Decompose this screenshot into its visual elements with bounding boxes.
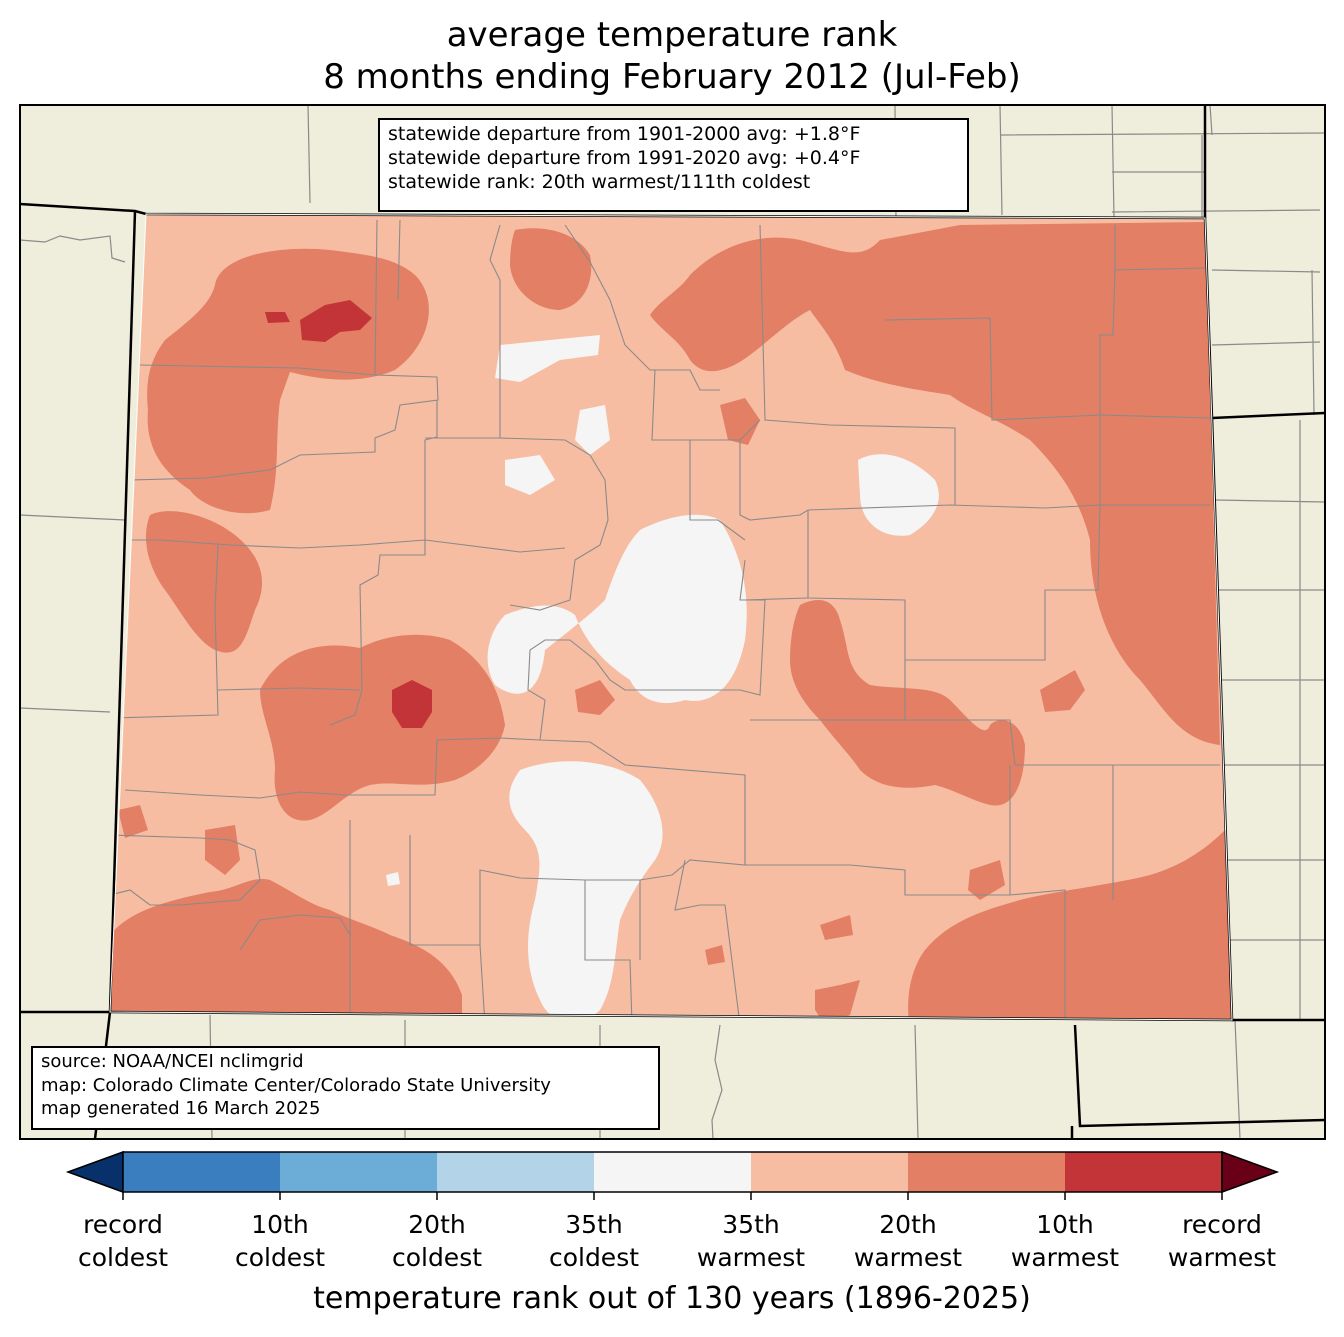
colorbar-label-record-coldest: record coldest: [77, 1210, 169, 1272]
source-line: source: NOAA/NCEI nclimgrid: [41, 1051, 304, 1072]
patch-nw-record: [265, 300, 372, 342]
patch-east-small: [1040, 670, 1085, 712]
patch-white-dot: [386, 872, 400, 886]
patch-central-west-record: [392, 680, 432, 728]
patch-white-small: [505, 455, 555, 495]
generated-date-line: map generated 16 March 2025: [41, 1098, 321, 1119]
colorbar-seg-6: [908, 1152, 1065, 1192]
colorado-outline: [109, 213, 1233, 1021]
rank-patches: [110, 222, 1232, 1020]
colorbar-extend-high: [1221, 1150, 1280, 1194]
patch-white-front-range: [487, 514, 747, 704]
colorbar-label-35th-coldest: 35th coldest: [548, 1210, 640, 1272]
colorbar-label-35th-warmest: 35th warmest: [696, 1210, 806, 1272]
stats-rank: statewide rank: 20th warmest/111th colde…: [388, 171, 811, 193]
patch-white-north: [495, 335, 600, 382]
county-lines: [110, 219, 1220, 1020]
patch-east-central-10th: [790, 600, 1025, 806]
map-frame: [19, 104, 1326, 1140]
colorbar-title: temperature rank out of 130 years (1896-…: [313, 1281, 1031, 1316]
colorbar-extend-low: [65, 1150, 124, 1194]
patch-sw-small1: [118, 805, 148, 838]
colorbar-seg-7: [1065, 1152, 1222, 1192]
patch-central-west-10th: [260, 634, 505, 821]
stats-departure-1901-2000: statewide departure from 1901-2000 avg: …: [388, 123, 861, 145]
patch-central-ne-blob: [720, 398, 760, 445]
patch-west-10th-warmest: [145, 511, 263, 653]
colorbar-label-record-warmest: record warmest: [1167, 1210, 1277, 1272]
map-title-line1: average temperature rank: [446, 15, 898, 55]
patch-se-small3: [705, 945, 725, 965]
colorbar-seg-3: [437, 1152, 594, 1192]
patch-se-small1: [968, 860, 1005, 900]
patch-se-small4: [820, 915, 853, 940]
map-credit-line: map: Colorado Climate Center/Colorado St…: [41, 1074, 551, 1096]
colorbar-label-20th-coldest: 20th coldest: [391, 1210, 483, 1272]
colorbar-label-10th-warmest: 10th warmest: [1010, 1210, 1120, 1272]
patch-white-east: [858, 454, 939, 536]
patch-white-south-central: [509, 761, 663, 1020]
colorbar: [65, 1150, 1280, 1200]
patch-ne-10th-warmest: [650, 222, 1220, 745]
patch-south-central-small: [575, 680, 615, 715]
colorbar-label-10th-coldest: 10th coldest: [234, 1210, 326, 1272]
colorbar-seg-2: [280, 1152, 437, 1192]
stats-departure-1991-2020: statewide departure from 1991-2020 avg: …: [388, 147, 861, 169]
patch-sw-small2: [205, 825, 240, 875]
statewide-stats-box: statewide departure from 1901-2000 avg: …: [378, 118, 969, 212]
patch-sw-10th-warmest: [110, 879, 462, 1020]
patch-north-central: [510, 228, 592, 310]
colorbar-label-20th-warmest: 20th warmest: [853, 1210, 963, 1272]
colorbar-seg-1: [123, 1152, 280, 1192]
patch-se-10th-warmest: [908, 830, 1232, 1020]
patch-se-small2: [815, 980, 860, 1020]
colorbar-ticks: [122, 1192, 1223, 1200]
colorbar-seg-4: [594, 1152, 751, 1192]
colorbar-outline: [122, 1151, 1223, 1193]
colorbar-seg-5: [751, 1152, 908, 1192]
map-title-line2: 8 months ending February 2012 (Jul-Feb): [323, 57, 1021, 97]
patch-white-north2: [575, 405, 610, 455]
source-box: source: NOAA/NCEI nclimgrid map: Colorad…: [31, 1046, 660, 1130]
